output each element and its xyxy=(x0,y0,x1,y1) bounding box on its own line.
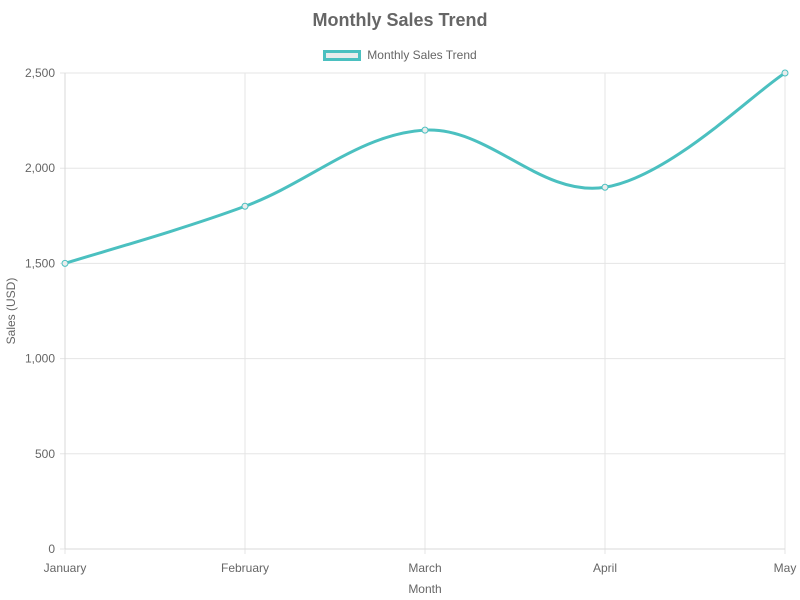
data-point[interactable] xyxy=(601,183,609,191)
y-tick-label: 1,000 xyxy=(25,352,55,366)
y-tick-label: 0 xyxy=(48,542,55,556)
data-point[interactable] xyxy=(781,69,789,77)
chart-legend[interactable]: Monthly Sales Trend xyxy=(0,48,800,62)
data-point[interactable] xyxy=(421,126,429,134)
x-tick-label: January xyxy=(44,561,87,575)
chart-title: Monthly Sales Trend xyxy=(312,10,488,30)
series-layer xyxy=(61,69,789,267)
labels-layer: 0 500 1,000 1,500 2,000 2,500 January February M… xyxy=(4,66,796,596)
x-axis-title: Month xyxy=(408,582,441,596)
grid-layer xyxy=(60,72,786,554)
y-tick-label: 1,500 xyxy=(25,256,55,270)
legend-label[interactable]: Monthly Sales Trend xyxy=(367,48,477,62)
x-tick-label: April xyxy=(593,561,617,575)
y-tick-label: 2,000 xyxy=(25,161,55,175)
x-tick-label: February xyxy=(221,561,269,575)
axis-layer xyxy=(64,73,785,550)
x-tick-label: March xyxy=(408,561,441,575)
y-tick-label: 2,500 xyxy=(25,66,55,80)
data-point[interactable] xyxy=(241,202,249,210)
legend-swatch[interactable] xyxy=(323,49,362,61)
data-point[interactable] xyxy=(61,259,69,267)
y-tick-label: 500 xyxy=(35,447,55,461)
x-tick-label: May xyxy=(774,561,797,575)
y-axis-title: Sales (USD) xyxy=(4,278,18,345)
